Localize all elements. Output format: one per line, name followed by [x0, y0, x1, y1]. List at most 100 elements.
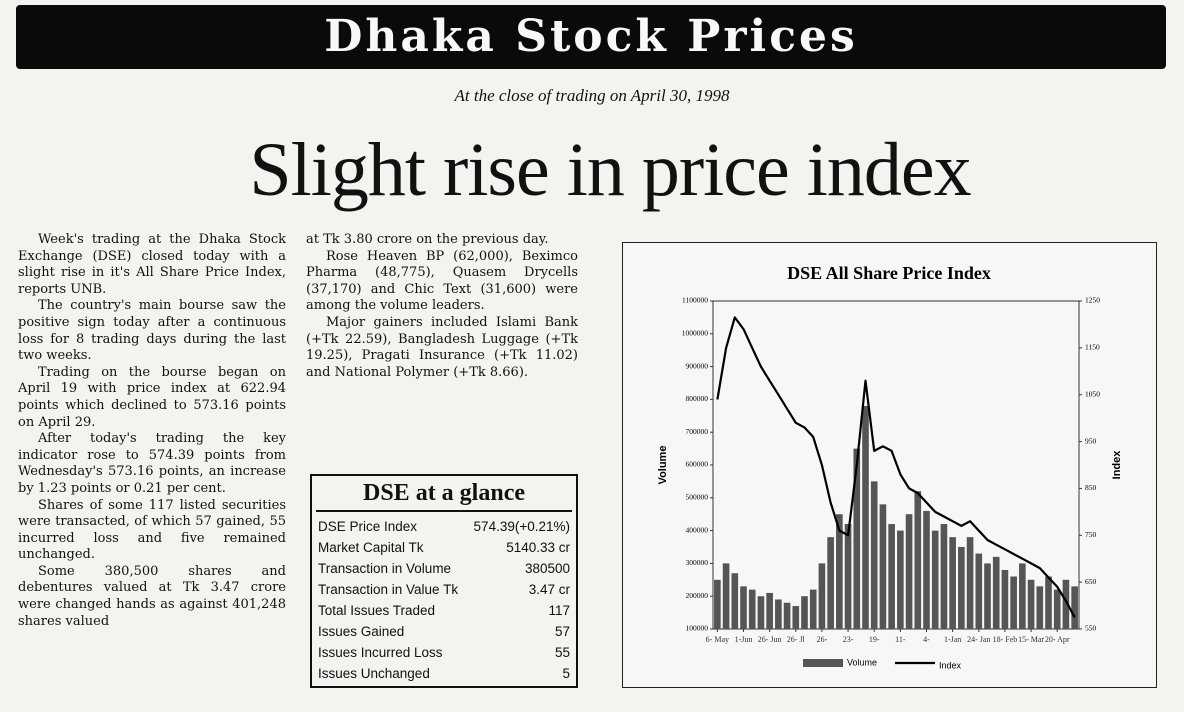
article-column: Week's trading at the Dhaka Stock Exchan… [18, 232, 286, 704]
volume-bar [931, 530, 939, 629]
legend-swatch [803, 659, 843, 667]
glance-rows: DSE Price Index 574.39(+0.21%) Market Capi… [312, 512, 576, 684]
chart-title: DSE All Share Price Index [787, 263, 991, 283]
volume-bar [809, 589, 817, 629]
volume-bar [862, 405, 869, 629]
y-tick-label: 600000 [686, 460, 709, 469]
glance-value: 5 [562, 666, 570, 681]
y2-axis-label: Index [1111, 450, 1123, 480]
x-tick-label: 4- [923, 635, 930, 644]
paragraph: Week's trading at the Dhaka Stock Exchan… [18, 232, 286, 297]
x-tick-label: 26- Jun [757, 635, 782, 644]
glance-row: Issues Unchanged 5 [318, 663, 570, 684]
glance-label: Issues Gained [318, 624, 405, 639]
glance-label: Market Capital Tk [318, 540, 424, 555]
volume-bar [1045, 576, 1052, 629]
glance-row: Transaction in Value Tk 3.47 cr [318, 579, 570, 600]
volume-bar [775, 599, 782, 629]
glance-value: 57 [554, 624, 570, 639]
y-tick-label: 200000 [686, 591, 709, 600]
volume-bar [748, 589, 756, 629]
x-tick-label: 20- Apr [1044, 635, 1070, 644]
y2-tick-label: 650 [1085, 577, 1097, 586]
glance-title: DSE at a glance [316, 476, 572, 512]
glance-label: Issues Unchanged [318, 666, 430, 681]
y-tick-label: 700000 [686, 427, 709, 436]
glance-row: Issues Incurred Loss 55 [318, 642, 570, 663]
chart-box: DSE All Share Price Index Volume Index 1… [622, 242, 1157, 688]
y2-tick-label: 1150 [1085, 343, 1100, 352]
volume-bar [923, 510, 930, 629]
x-tick-label: 19- [868, 635, 880, 644]
volume-bar [1027, 579, 1035, 629]
volume-bar [827, 537, 834, 629]
volume-bar [958, 547, 965, 629]
index-line [716, 316, 1076, 618]
glance-label: Total Issues Traded [318, 603, 436, 618]
y2-tick-label: 550 [1085, 624, 1097, 633]
glance-value: 117 [548, 603, 570, 618]
y-tick-label: 800000 [686, 394, 709, 403]
glance-value: 5140.33 cr [506, 540, 570, 555]
y-tick-label: 100000 [686, 624, 709, 633]
x-tick-label: 6- May [705, 635, 729, 644]
glance-label: Transaction in Value Tk [318, 582, 459, 597]
x-tick-label: 18- Feb [992, 635, 1018, 644]
glance-value: 55 [554, 645, 570, 660]
glance-label: DSE Price Index [318, 519, 418, 534]
volume-bar [714, 579, 721, 629]
legend-label: Index [939, 660, 962, 670]
y2-tick-label: 1250 [1085, 296, 1100, 305]
volume-bar [836, 514, 843, 629]
volume-bar [975, 553, 983, 629]
volume-bar [1019, 563, 1026, 629]
y2-tick-label: 1050 [1085, 389, 1100, 398]
glance-box: DSE at a glance DSE Price Index 574.39(+0… [310, 474, 578, 688]
article-column: at Tk 3.80 crore on the previous day. Ros… [306, 232, 578, 462]
y2-tick-label: 850 [1085, 483, 1097, 492]
y-tick-label: 400000 [686, 525, 709, 534]
legend-label: Volume [847, 657, 877, 667]
chart: DSE All Share Price Index Volume Index 1… [657, 263, 1123, 670]
volume-bar [966, 537, 974, 629]
masthead: Dhaka Stock Prices [16, 5, 1166, 69]
volume-bar [984, 563, 991, 629]
glance-label: Issues Incurred Loss [318, 645, 443, 660]
volume-bar [844, 524, 852, 629]
y-tick-label: 900000 [686, 361, 709, 370]
y-tick-label: 300000 [686, 558, 709, 567]
volume-bar [1010, 576, 1017, 629]
glance-label: Transaction in Volume [318, 561, 452, 576]
volume-bar [731, 573, 739, 629]
volume-bar [801, 596, 808, 629]
paragraph: Rose Heaven BP (62,000), Beximco Pharma … [306, 248, 578, 314]
x-tick-label: 26- Jl [786, 635, 805, 644]
volume-bar [940, 524, 948, 629]
x-tick-label: 24- Jan [967, 635, 991, 644]
paragraph: Some 380,500 shares and debentures value… [18, 563, 286, 629]
glance-value: 380500 [524, 561, 570, 576]
x-tick-label: 11- [895, 635, 906, 644]
headline: Slight rise in price index [249, 128, 971, 212]
x-tick-label: 15- Mar [1018, 635, 1045, 644]
y2-tick-label: 750 [1085, 530, 1097, 539]
volume-bar [766, 592, 773, 629]
paragraph: Major gainers included Islami Bank (+Tk … [306, 314, 578, 380]
glance-row: DSE Price Index 574.39(+0.21%) [318, 516, 570, 537]
x-tick-label: 1-Jun [734, 635, 753, 644]
volume-bar [870, 481, 878, 629]
volume-bar [1071, 586, 1078, 629]
glance-value: 574.39(+0.21%) [473, 519, 570, 534]
y2-tick-label: 950 [1085, 436, 1097, 445]
volume-bar [949, 537, 956, 629]
glance-row: Issues Gained 57 [318, 621, 570, 642]
glance-value: 3.47 cr [528, 582, 570, 597]
paragraph: Trading on the bourse began on April 19 … [18, 364, 286, 430]
volume-bar [905, 514, 913, 629]
glance-row: Market Capital Tk 5140.33 cr [318, 537, 570, 558]
y-tick-label: 1100000 [682, 296, 708, 305]
volume-bar [914, 491, 922, 629]
paragraph: at Tk 3.80 crore on the previous day. [306, 232, 549, 247]
volume-bar [783, 602, 791, 629]
